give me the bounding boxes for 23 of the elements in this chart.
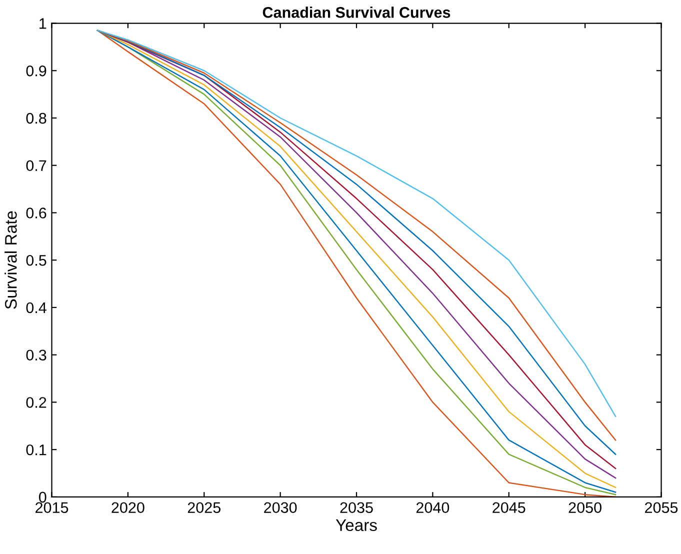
y-tick-label: 0.1 <box>26 444 46 456</box>
y-tick-label: 0.5 <box>26 254 46 266</box>
y-tick-label: 0.3 <box>26 350 46 361</box>
x-tick-label: 2025 <box>188 502 220 514</box>
x-tick-label: 2045 <box>492 502 526 514</box>
y-tick-label: 0.4 <box>26 302 46 314</box>
y-tick-label: 0.7 <box>26 160 46 172</box>
x-tick-label: 2040 <box>416 502 450 514</box>
chart-title: Canadian Survival Curves <box>262 6 450 18</box>
x-tick-label: 2055 <box>645 502 678 514</box>
x-tick-label: 2035 <box>340 502 373 514</box>
y-tick-label: 0 <box>38 492 46 503</box>
y-tick-label: 0.2 <box>26 397 46 408</box>
x-axis-title: Years <box>336 519 377 532</box>
y-tick-label: 0.6 <box>26 208 46 218</box>
x-tick-label: 2020 <box>112 502 144 514</box>
y-tick-label: 1 <box>40 18 46 29</box>
x-tick-label: 2050 <box>568 502 602 514</box>
x-tick-label: 2030 <box>264 502 297 514</box>
y-axis-title: Survival Rate <box>4 211 17 309</box>
x-tick-label: 2015 <box>36 502 68 514</box>
y-tick-label: 0.8 <box>26 112 46 124</box>
y-tick-label: 0.9 <box>26 66 46 76</box>
